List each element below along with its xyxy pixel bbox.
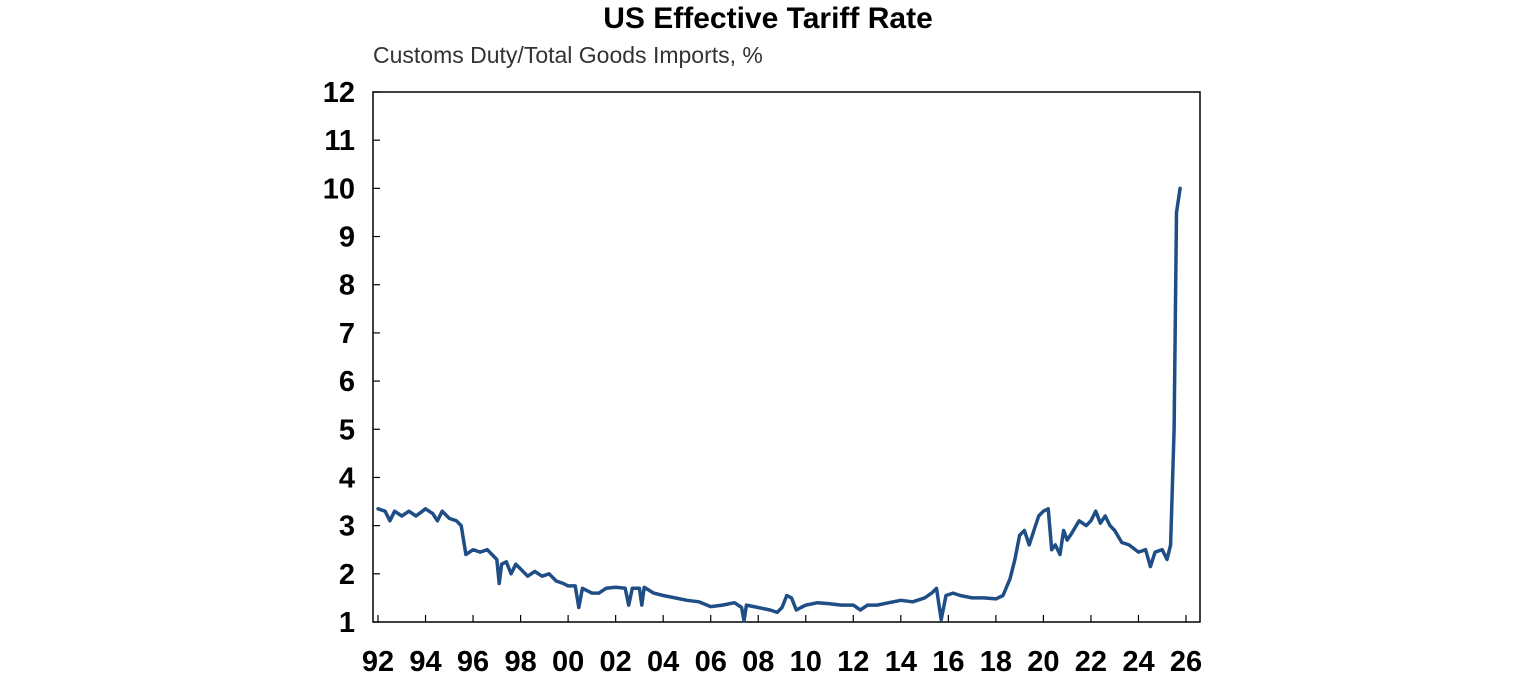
y-tick-label: 3 <box>339 511 355 543</box>
y-tick-label: 9 <box>339 222 355 254</box>
y-tick-label: 10 <box>323 173 355 205</box>
y-tick-label: 2 <box>339 559 355 591</box>
x-tick-label: 12 <box>837 646 869 678</box>
x-tick-label: 18 <box>980 646 1012 678</box>
x-tick-label: 08 <box>742 646 774 678</box>
y-tick-label: 8 <box>339 270 355 302</box>
x-axis: 92 94 96 98 00 02 04 06 08 10 12 14 16 18 20 22 24 26 <box>362 615 1202 678</box>
x-tick-label: 06 <box>695 646 727 678</box>
y-tick-label: 11 <box>324 125 355 157</box>
x-tick-label: 04 <box>647 646 679 678</box>
x-tick-label: 26 <box>1170 646 1202 678</box>
chart-title: US Effective Tariff Rate <box>603 2 933 35</box>
y-tick-label: 1 <box>339 607 355 639</box>
x-tick-label: 00 <box>552 646 584 678</box>
x-tick-label: 22 <box>1075 646 1107 678</box>
x-tick-label: 02 <box>600 646 632 678</box>
x-tick-label: 24 <box>1122 646 1154 678</box>
x-tick-label: 94 <box>409 646 441 678</box>
plot-frame <box>372 91 1201 623</box>
y-tick-label: 12 <box>323 77 355 109</box>
y-tick-label: 6 <box>339 366 355 398</box>
x-tick-label: 92 <box>362 646 394 678</box>
x-tick-label: 98 <box>504 646 536 678</box>
x-tick-label: 16 <box>932 646 964 678</box>
x-tick-label: 20 <box>1027 646 1059 678</box>
x-tick-label: 96 <box>457 646 489 678</box>
y-tick-label: 7 <box>339 318 355 350</box>
x-tick-label: 14 <box>885 646 917 678</box>
chart-subtitle: Customs Duty/Total Goods Imports, % <box>373 42 763 68</box>
y-tick-label: 4 <box>339 462 355 494</box>
tariff-rate-line <box>376 186 1182 623</box>
y-tick-label: 5 <box>339 414 355 446</box>
x-tick-label: 10 <box>790 646 822 678</box>
